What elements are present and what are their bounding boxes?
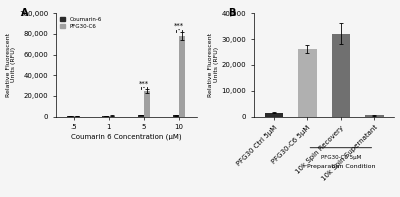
Text: A: A — [21, 8, 28, 18]
Bar — [365, 115, 384, 117]
Bar — [67, 116, 74, 117]
Bar — [74, 116, 80, 117]
Y-axis label: Relative Fluorescent
Units (RFU): Relative Fluorescent Units (RFU) — [208, 33, 219, 97]
Text: B: B — [228, 8, 236, 18]
Bar — [102, 116, 109, 117]
Text: Preparation Condition: Preparation Condition — [307, 164, 375, 169]
Bar — [179, 36, 186, 117]
Bar — [298, 49, 316, 117]
Bar — [109, 116, 115, 117]
Bar — [265, 113, 283, 117]
Bar — [173, 115, 179, 117]
Text: PFG30-C6 5μM: PFG30-C6 5μM — [321, 155, 361, 160]
Text: ***: *** — [174, 23, 184, 29]
X-axis label: Coumarin 6 Concentration (μM): Coumarin 6 Concentration (μM) — [71, 133, 182, 140]
Text: ***: *** — [139, 81, 149, 87]
Y-axis label: Relative Fluorescent
Units (RFU): Relative Fluorescent Units (RFU) — [6, 33, 16, 97]
Bar — [144, 91, 150, 117]
Bar — [332, 34, 350, 117]
Legend: Coumarin-6, PFG30-C6: Coumarin-6, PFG30-C6 — [59, 16, 103, 30]
Bar — [138, 115, 144, 117]
